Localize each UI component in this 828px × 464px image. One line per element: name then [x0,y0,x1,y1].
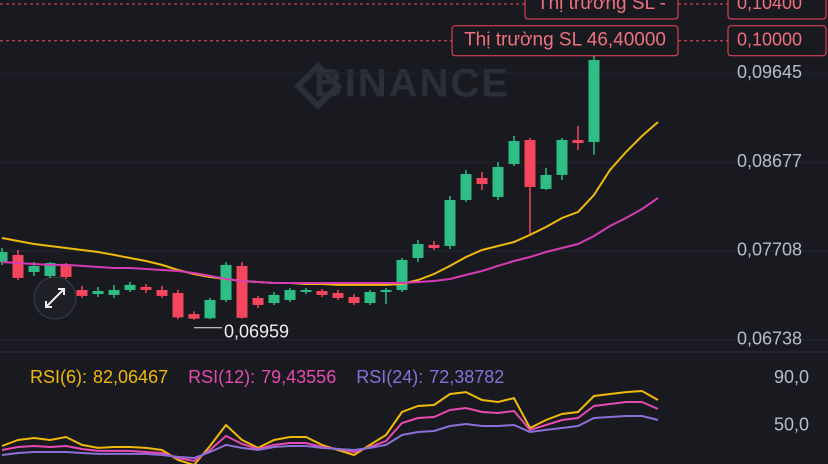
candle-body [460,174,472,200]
order-price-box [727,25,827,57]
candle-body [12,254,24,278]
candle-body [268,294,280,304]
candle-body [412,244,424,258]
candle-body [204,299,216,319]
candle-body [588,59,600,143]
y-tick-label: 0,06738 [737,329,802,349]
y-tick-label: 0,08677 [737,151,802,171]
legend-name: RSI(12): [188,367,255,387]
candle-body [108,289,120,295]
order-label: Thị trường SL 46,40000 [464,30,666,51]
candle-body [156,289,168,296]
candle-body [252,297,264,305]
candle-body [540,174,552,189]
candle-body [0,252,8,263]
candle-body [300,289,312,293]
candle-body [124,284,136,290]
candle-body [284,289,296,300]
candle-body [316,290,328,295]
expand-icon[interactable] [45,288,65,308]
candle-body [76,289,88,296]
candle-body [220,264,232,300]
candle-body [572,139,584,144]
watermark: BINANCE [314,62,510,106]
ma-line [1,121,659,286]
candle-body [380,289,392,293]
ma-line [1,197,659,284]
candle-body [428,244,440,248]
legend-value: 72,38782 [429,367,504,387]
order-label-box [451,25,679,57]
order-price: 0,10400 [737,0,802,13]
watermark-logo [293,61,343,111]
candle-body [348,296,360,304]
candle-body [236,265,248,318]
candle-body [140,286,152,290]
candle-body [332,293,344,298]
candle-body [364,292,376,304]
order-price-box [727,0,827,20]
logo-shape [293,61,343,111]
candle-body [444,199,456,246]
legend-value: 82,06467 [93,367,168,387]
y-tick-label: 0,07708 [737,240,802,260]
candle-body [44,263,56,276]
rsi-line [1,415,659,460]
candle-body [172,293,184,318]
candle-body [492,166,504,197]
legend-name: RSI(6): [30,367,87,387]
candle-body [476,177,488,185]
candle-body [60,264,72,277]
candle-body [92,290,104,295]
order-label-box [524,0,679,20]
candle-body [188,314,200,319]
rsi-tick-label: 50,0 [774,415,809,435]
expand-button[interactable] [33,276,77,320]
legend-value: 79,43556 [261,367,336,387]
low-label: 0,06959 [224,321,289,341]
candle-body [396,259,408,290]
candle-body [524,139,536,187]
rsi-tick-label: 90,0 [774,367,809,387]
candle-body [556,139,568,175]
candle-body [508,141,520,165]
order-label: Thị trường SL - [537,0,666,14]
candle-body [28,265,40,273]
y-tick-label: 0,09645 [737,62,802,82]
legend-name: RSI(24): [356,367,423,387]
order-price: 0,10000 [737,29,802,49]
